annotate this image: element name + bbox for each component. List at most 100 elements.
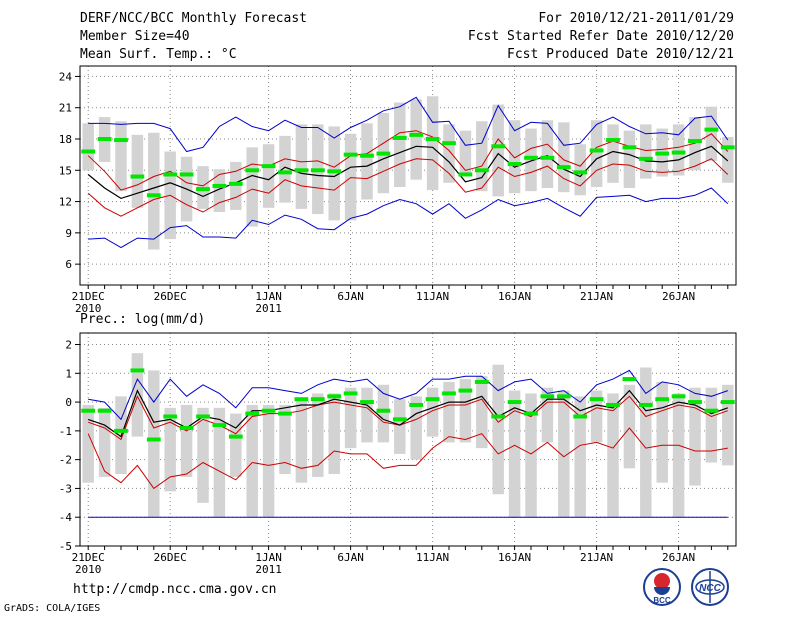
panel1-ensemble-box: [640, 124, 652, 179]
panel1-xtick-label: 6JAN: [337, 290, 364, 303]
panel1-ensemble-box: [361, 123, 373, 200]
panel2-xtick-label: 26DEC: [154, 551, 187, 564]
panel1-median-mark: [97, 137, 112, 141]
panel2-median-mark: [671, 394, 686, 399]
panel1-median-mark: [81, 149, 96, 154]
panel1-ensemble-box: [443, 124, 455, 183]
panel1-mean-line: [87, 145, 729, 200]
panel1-ensemble-box: [607, 124, 619, 183]
bcc-logo-text: BCC: [653, 596, 671, 605]
panel1-ensemble-box: [148, 132, 160, 250]
panel2-median-mark: [540, 394, 555, 399]
member-size-label: Member Size=40: [80, 29, 190, 44]
panel1-ensemble-box: [115, 121, 127, 192]
panel2-median-mark: [720, 400, 735, 405]
panel1-xtick-year: 2010: [75, 302, 102, 315]
panel2-ensemble-box: [361, 387, 373, 443]
panel2-ytick-label: -5: [59, 540, 72, 553]
panel1-median-mark: [196, 187, 210, 192]
panel1-ytick-label: 24: [59, 70, 73, 83]
panel2-median-mark: [425, 397, 440, 402]
grads-credit: GrADS: COLA/IGES: [4, 603, 101, 614]
panel2-median-mark: [360, 400, 374, 405]
panel1-median-mark: [212, 183, 227, 188]
panel1-ensemble-box: [492, 104, 504, 197]
forecast-period-label: For 2010/12/21-2011/01/29: [538, 11, 734, 26]
panel2-median-mark: [573, 414, 588, 419]
panel1-median-mark: [228, 181, 243, 186]
panel1-lower-inner-line: [87, 158, 729, 217]
source-url[interactable]: http://cmdp.ncc.cma.gov.cn: [73, 582, 277, 597]
panel1-median-mark: [458, 172, 473, 177]
panel2-ensemble-box: [246, 404, 258, 518]
panel1-ensemble-box: [344, 133, 357, 221]
panel1-median-mark: [474, 168, 489, 173]
panel2-xtick-label: 1JAN: [255, 551, 282, 564]
panel1-ensemble-box: [476, 121, 488, 192]
panel1-ensemble-box: [213, 169, 226, 212]
panel2-ensemble-box: [541, 387, 554, 443]
panel1-median-mark: [261, 164, 276, 169]
panel1-frame: [79, 65, 737, 286]
panel1-ensemble-box: [230, 161, 242, 210]
panel1-ensemble-box: [574, 144, 586, 196]
panel1-ensemble-box: [295, 124, 308, 209]
panel2-median-mark: [655, 397, 670, 402]
panel2-ensemble-box: [476, 376, 488, 449]
panel2-median-mark: [97, 408, 112, 413]
panel2-ensemble-box: [508, 390, 521, 518]
panel1-ensemble-box: [131, 134, 144, 208]
panel1-median-mark: [524, 155, 538, 160]
panel1-xtick-year: 2011: [255, 302, 282, 315]
panel1-ensemble-box: [262, 144, 275, 208]
panel2-median-mark: [474, 379, 489, 384]
produced-date-label: Fcst Produced Date 2010/12/21: [507, 47, 734, 62]
panel1-median-mark: [409, 132, 424, 137]
panel2-ensemble-box: [148, 370, 160, 518]
panel1-median-mark: [146, 193, 161, 198]
panel2-median-mark: [688, 400, 702, 405]
panel1-median-mark: [294, 168, 309, 173]
ncc-logo: NCC: [691, 568, 729, 606]
panel2-upper-line: [88, 369, 728, 421]
panel2-ensemble-box: [607, 393, 619, 518]
panel2-ytick-label: -3: [59, 482, 72, 495]
panel2-median-mark: [491, 414, 506, 419]
panel2-ensemble-box: [197, 407, 209, 503]
panel1-xtick-label: 21JAN: [580, 290, 613, 303]
panel2-title: Prec.: log(mm/d): [80, 312, 205, 327]
panel2-ensemble-box: [98, 407, 111, 477]
panel1-median-mark: [540, 155, 555, 160]
panel1-median-mark: [360, 153, 374, 158]
panel2-ensemble-box: [623, 384, 636, 469]
panel1-ensemble-box: [541, 120, 554, 189]
bcc-logo: BCC: [643, 568, 681, 606]
panel2-median-mark: [343, 391, 358, 396]
panel2-median-mark: [458, 388, 473, 393]
panel2-ensemble-box: [705, 387, 718, 463]
panel2-ensemble-box: [82, 404, 94, 483]
panel2-ensemble-box: [262, 404, 275, 518]
panel2-median-mark: [507, 400, 522, 405]
panel2-ensemble-box: [443, 381, 455, 443]
panel1-median-mark: [310, 168, 325, 173]
panel2-ensemble-box: [426, 387, 439, 437]
panel1-median-mark: [343, 152, 358, 157]
panel2-xtick-label: 21JAN: [580, 551, 613, 564]
panel2-ensemble-box: [492, 364, 504, 495]
panel2-median-mark: [622, 377, 637, 382]
panel1-upper-line: [88, 96, 729, 153]
panel1-ensemble-box: [279, 135, 291, 203]
panel1-median-mark: [278, 170, 292, 175]
panel2-ensemble-box: [328, 393, 340, 475]
panel2-median-mark: [556, 394, 571, 399]
panel2-ensemble-box: [180, 404, 193, 477]
panel1-xtick-label: 26JAN: [662, 290, 695, 303]
panel1-median-mark: [622, 145, 637, 150]
panel2-ensemble-box: [394, 399, 406, 454]
panel1-ytick-label: 21: [59, 102, 72, 115]
panel2-ytick-label: 1: [65, 367, 72, 380]
panel2-median-mark: [228, 434, 243, 439]
panel2-ensemble-box: [656, 381, 668, 483]
panel1-ytick-label: 15: [59, 164, 72, 177]
